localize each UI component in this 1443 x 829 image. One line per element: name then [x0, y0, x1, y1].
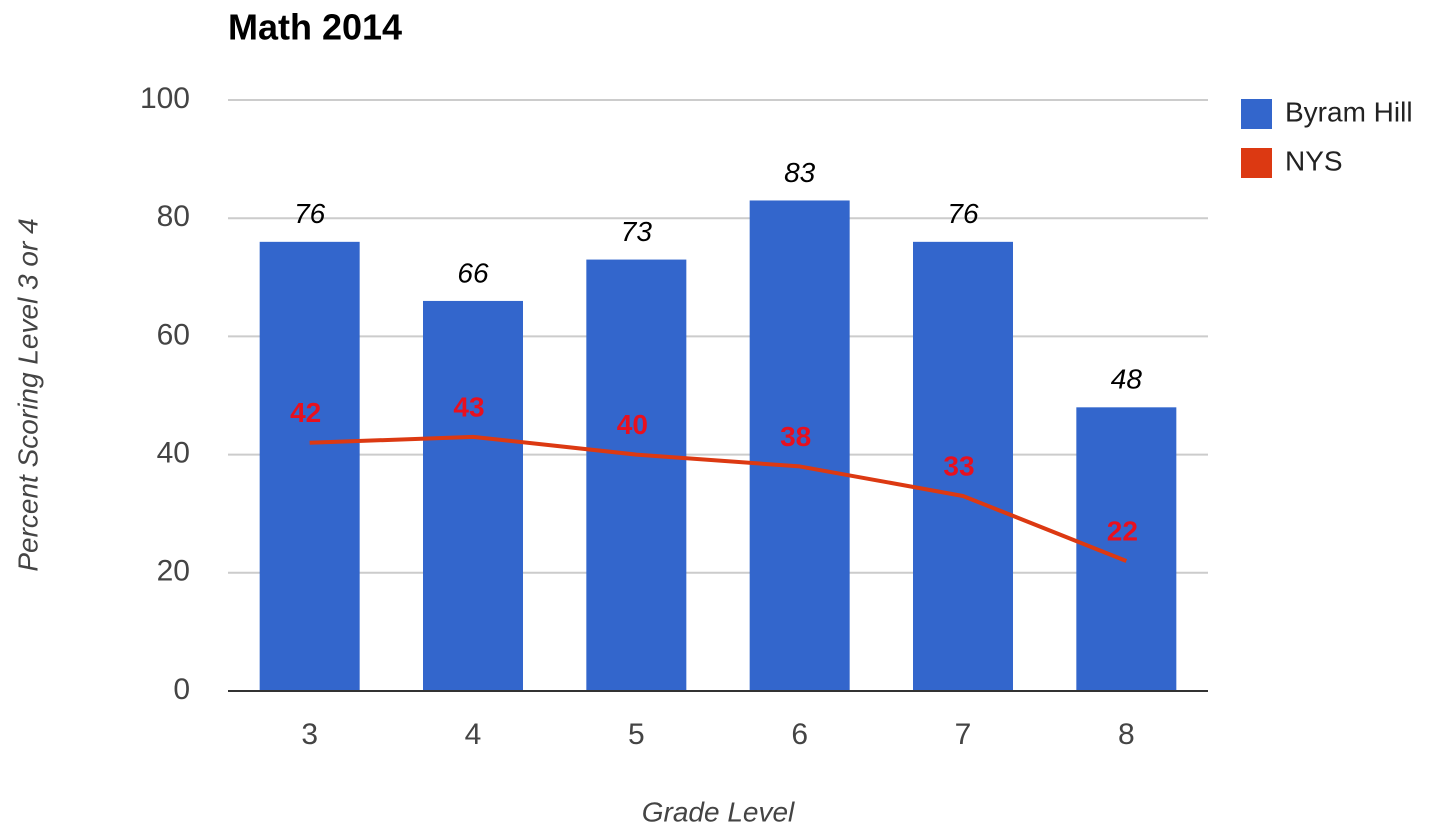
x-tick-label: 5 [628, 718, 645, 751]
bar [259, 241, 360, 691]
legend-label: Byram Hill [1285, 96, 1413, 127]
line-value-label: 38 [780, 421, 811, 452]
line-value-label: 33 [943, 450, 974, 481]
x-tick-label: 6 [791, 718, 808, 751]
x-axis-title: Grade Level [642, 796, 795, 827]
line-value-label: 43 [453, 391, 484, 422]
y-axis-title: Percent Scoring Level 3 or 4 [12, 218, 43, 571]
legend-swatch [1241, 99, 1272, 129]
line-value-label: 42 [290, 397, 321, 428]
bar [913, 241, 1013, 691]
y-tick-label: 40 [157, 437, 190, 470]
x-tick-label: 8 [1118, 718, 1135, 751]
chart-title: Math 2014 [228, 7, 402, 48]
bar-value-label: 73 [621, 216, 653, 247]
line-value-label: 22 [1107, 515, 1138, 546]
legend-label: NYS [1285, 145, 1343, 176]
bar-value-label: 76 [947, 198, 979, 229]
line-value-label: 40 [617, 409, 648, 440]
bar [749, 200, 850, 691]
legend-swatch [1241, 148, 1272, 178]
x-tick-label: 3 [301, 718, 318, 751]
bar-value-label: 83 [784, 157, 816, 188]
line [309, 434, 1128, 563]
y-tick-label: 80 [157, 200, 190, 233]
bar [423, 300, 523, 691]
y-tick-label: 0 [173, 673, 190, 706]
bar [586, 259, 687, 691]
x-tick-label: 4 [465, 718, 482, 751]
x-tick-label: 7 [955, 718, 972, 751]
bar-value-label: 76 [294, 198, 326, 229]
y-tick-label: 20 [157, 555, 190, 588]
y-tick-label: 100 [140, 82, 190, 115]
y-tick-label: 60 [157, 318, 190, 351]
bar-value-label: 66 [457, 257, 489, 288]
bar-value-label: 48 [1111, 364, 1143, 395]
